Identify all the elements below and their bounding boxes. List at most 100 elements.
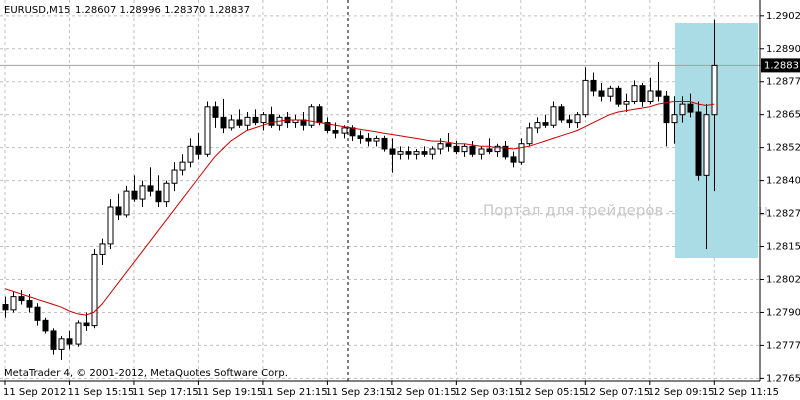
candle-body [332, 130, 339, 134]
y-tick-label: 1.28775 [766, 77, 800, 88]
x-tick-label: 11 Sep 21:15 [261, 387, 328, 398]
candle-body [10, 296, 17, 311]
candle-body [357, 135, 364, 139]
y-tick-label: 1.28900 [766, 44, 800, 55]
candle-body [365, 137, 372, 142]
candle-body [461, 145, 468, 153]
candle-body [469, 145, 476, 155]
candle-body [695, 111, 702, 176]
grid [0, 0, 760, 381]
candle-body [34, 306, 41, 321]
candle-body [220, 116, 227, 129]
y-tick-label: 1.27650 [766, 373, 800, 384]
candle-body [381, 137, 388, 150]
candle-body [18, 296, 25, 302]
candle-body [236, 119, 243, 126]
candle-body [590, 79, 597, 92]
candle-body [107, 206, 114, 245]
candle-body [244, 116, 251, 126]
copyright: MetaTrader 4, © 2001-2012, MetaQuotes So… [4, 368, 288, 379]
candle-body [252, 116, 259, 124]
candle-body [26, 300, 33, 308]
x-tick-label: 12 Sep 01:15 [390, 387, 457, 398]
candle-body [671, 114, 678, 124]
x-tick-label: 11 Sep 15:15 [67, 387, 134, 398]
candle-body [187, 145, 194, 163]
candle-body [324, 122, 331, 132]
candle-body [341, 127, 348, 134]
candle-body [518, 143, 525, 163]
x-tick-label: 12 Sep 03:15 [454, 387, 521, 398]
candle-body [598, 90, 605, 97]
candle-body [687, 103, 694, 113]
candle-body [316, 106, 323, 124]
candle-body [83, 322, 90, 327]
candle-body [711, 64, 718, 116]
x-tick-label: 12 Sep 07:15 [583, 387, 650, 398]
candle-body [486, 148, 493, 153]
candle-body [478, 148, 485, 155]
candle-body [574, 114, 581, 124]
candle-body [195, 145, 202, 155]
candle-body [429, 148, 436, 155]
candle-body [123, 190, 130, 216]
candle-body [66, 338, 73, 345]
x-tick-label: 12 Sep 09:15 [648, 387, 715, 398]
candle-body [75, 322, 82, 345]
candle-body [647, 90, 654, 103]
candle-body [582, 79, 589, 116]
candle-body [155, 190, 162, 203]
candle-body [308, 106, 315, 126]
x-tick-label: 11 Sep 19:15 [196, 387, 263, 398]
price-label-bg [761, 58, 800, 73]
candle-body [42, 319, 49, 332]
candle-body [405, 151, 412, 155]
candle-body [526, 127, 533, 145]
candle-body [204, 106, 211, 155]
candle-body [50, 330, 57, 350]
symbol: EURUSD,M15 [4, 5, 70, 16]
ohlc-header: 1.28607 1.28996 1.28370 1.28837 [75, 5, 250, 16]
x-tick-label: 12 Sep 05:15 [519, 387, 586, 398]
price-label: 1.28837 [764, 60, 800, 71]
candle-body [139, 185, 146, 200]
candle-body [373, 137, 380, 142]
x-tick-label: 11 Sep 2012 [3, 387, 66, 398]
candle-body [389, 148, 396, 155]
candle-body [623, 101, 630, 105]
candle-body [163, 182, 170, 203]
candle-body [91, 253, 98, 327]
candle-body [502, 145, 509, 158]
candle-body [494, 145, 501, 153]
candle-body [268, 114, 275, 126]
candle-body [607, 87, 614, 97]
candle-body [679, 103, 686, 116]
candle-body [534, 122, 541, 129]
y-tick-label: 1.29025 [766, 11, 800, 22]
candle-body [510, 156, 517, 163]
candle-body [131, 190, 138, 200]
candle-body [566, 119, 573, 124]
candle-body [453, 145, 460, 153]
candle-body [615, 87, 622, 105]
candle-body [445, 143, 452, 147]
candle-body [631, 85, 638, 103]
y-tick-label: 1.28650 [766, 110, 800, 121]
candle-body [147, 185, 154, 192]
candle-body [421, 151, 428, 155]
candle-body [212, 106, 219, 118]
candle-body [2, 304, 9, 311]
candle-body [179, 161, 186, 171]
candle-body [703, 114, 710, 176]
rectangle-object [675, 23, 758, 258]
candles [0, 19, 760, 360]
y-tick-label: 1.27900 [766, 307, 800, 318]
candle-body [558, 106, 565, 121]
x-tick-label: 11 Sep 23:15 [325, 387, 392, 398]
candle-body [58, 338, 65, 350]
y-tick-label: 1.28525 [766, 143, 800, 154]
candle-body [437, 143, 444, 150]
moving-average [4, 101, 715, 316]
